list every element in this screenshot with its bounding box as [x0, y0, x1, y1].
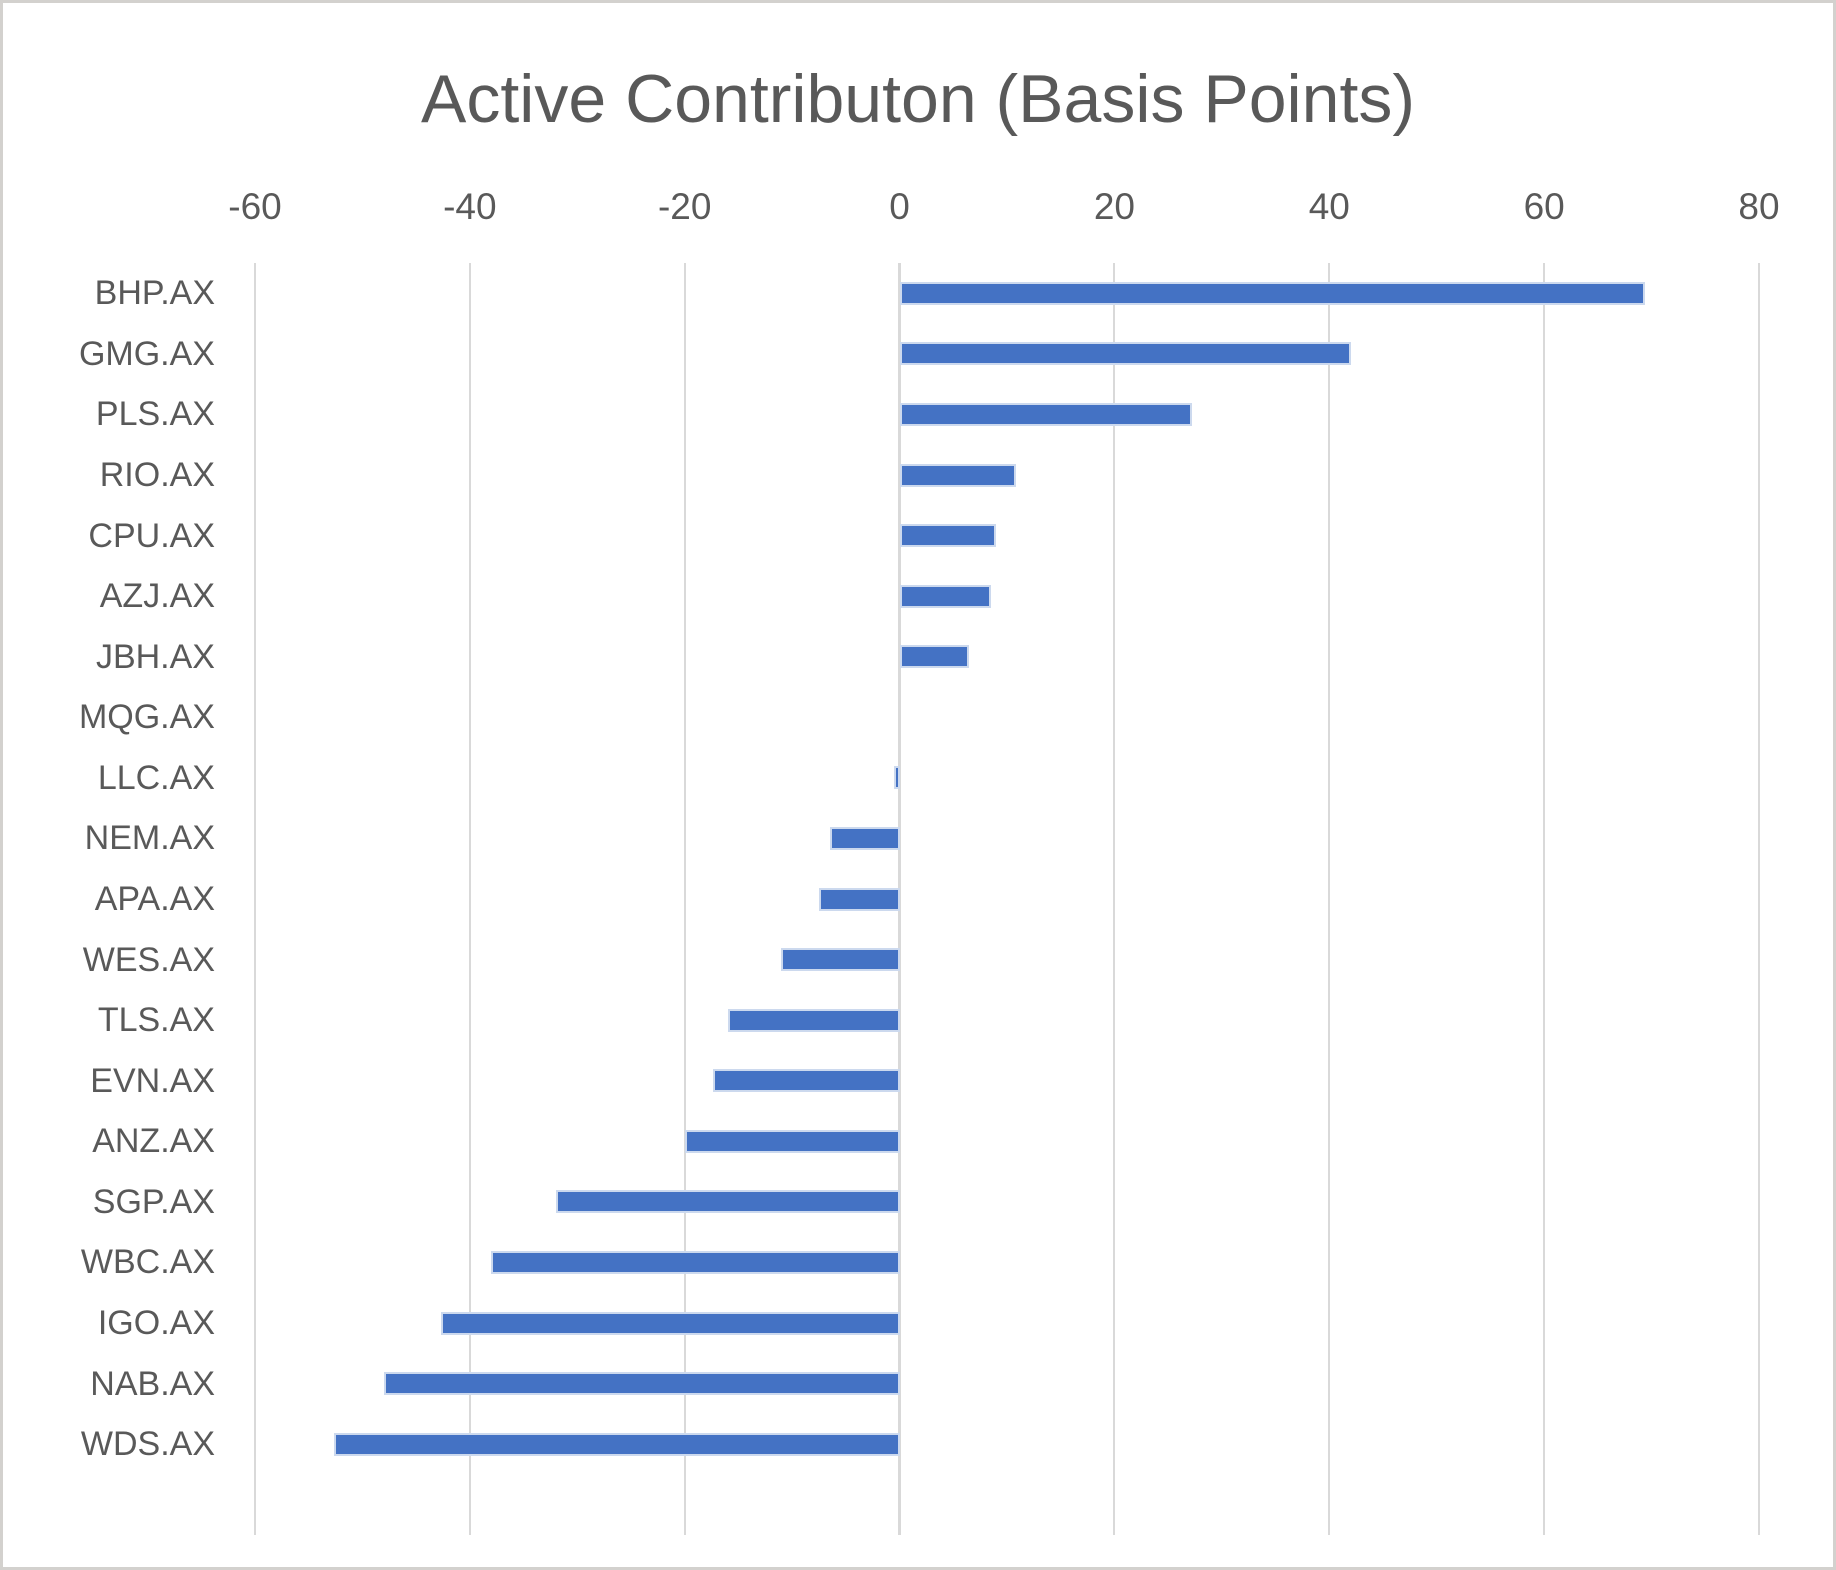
bar-anz	[684, 1129, 900, 1153]
bar-nab	[383, 1372, 900, 1396]
category-label-igo: IGO.AX	[97, 1304, 215, 1342]
x-tick-label: -40	[443, 186, 497, 227]
chart-title: Active Contributon (Basis Points)	[421, 61, 1415, 137]
category-label-nab: NAB.AX	[90, 1364, 215, 1403]
bar-llc	[894, 766, 900, 790]
bar-azj	[899, 584, 991, 608]
bar-bhp	[899, 281, 1646, 305]
x-tick-label: 20	[1093, 186, 1135, 227]
category-label-mqg: MQG.AX	[78, 698, 215, 737]
plot-area	[254, 263, 1760, 1535]
gridline	[468, 263, 471, 1535]
gridline	[254, 263, 256, 1535]
bar-rio	[899, 463, 1016, 487]
category-label-wds: WDS.AX	[80, 1425, 215, 1464]
gridline	[1328, 263, 1331, 1535]
bar-igo	[440, 1311, 900, 1335]
category-label-cpu: CPU.AX	[88, 516, 215, 555]
category-label-tls: TLS.AX	[97, 1001, 215, 1040]
x-tick-label: -60	[228, 186, 282, 227]
bar-evn	[712, 1069, 900, 1093]
category-label-rio: RIO.AX	[99, 456, 215, 494]
bar-jbh	[899, 645, 970, 669]
x-tick-label: 0	[889, 186, 910, 227]
category-label-wbc: WBC.AX	[80, 1243, 215, 1282]
bar-sgp	[555, 1190, 900, 1214]
category-label-bhp: BHP.AX	[94, 274, 215, 313]
category-label-evn: EVN.AX	[90, 1061, 215, 1100]
category-label-gmg: GMG.AX	[78, 334, 215, 373]
category-label-azj: AZJ.AX	[99, 577, 215, 616]
category-label-apa: APA.AX	[94, 880, 215, 918]
bar-tls	[727, 1008, 900, 1032]
bar-wes	[781, 948, 900, 972]
category-label-nem: NEM.AX	[84, 819, 215, 858]
x-tick-label: 60	[1523, 186, 1565, 227]
bar-pls	[899, 402, 1192, 426]
category-label-anz: ANZ.AX	[92, 1122, 215, 1161]
bar-wds	[334, 1432, 900, 1456]
category-label-wes: WES.AX	[82, 940, 215, 979]
gridline	[1543, 263, 1546, 1535]
bar-gmg	[899, 342, 1351, 366]
zero-gridline	[898, 263, 902, 1535]
bar-nem	[829, 826, 900, 850]
gridline	[683, 263, 686, 1535]
x-tick-label: 40	[1308, 186, 1350, 227]
category-label-pls: PLS.AX	[95, 395, 215, 434]
bar-cpu	[899, 524, 997, 548]
category-label-jbh: JBH.AX	[95, 637, 215, 676]
category-label-sgp: SGP.AX	[92, 1182, 215, 1221]
gridline	[1758, 263, 1760, 1535]
gridline	[1113, 263, 1116, 1535]
bar-wbc	[491, 1250, 900, 1274]
x-tick-label: 80	[1738, 186, 1780, 227]
x-tick-label: -20	[657, 186, 712, 227]
category-label-llc: LLC.AX	[97, 758, 215, 797]
bar-apa	[819, 887, 900, 911]
